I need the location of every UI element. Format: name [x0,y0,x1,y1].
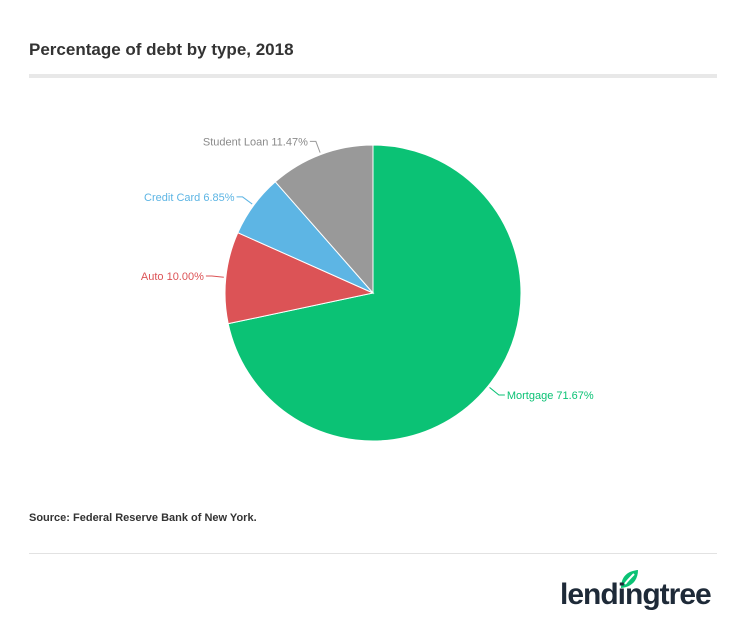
chart-title: Percentage of debt by type, 2018 [29,40,294,59]
leader-line [205,275,224,278]
data-label: Mortgage 71.67% [507,390,594,402]
lendingtree-logo: lendingtree [560,568,720,618]
slice-auto [224,232,375,325]
title-divider [29,74,717,78]
data-label: Auto 10.00% [141,271,204,283]
leader-line [236,196,253,205]
data-label: Student Loan 11.47% [203,136,308,148]
leaf-icon [621,570,638,588]
slice-mortgage [227,144,522,442]
leader-line [489,387,505,396]
slice-student-loan [274,144,374,295]
leader-line [309,140,321,153]
data-label: Credit Card 6.85% [144,192,235,204]
source-note: Source: Federal Reserve Bank of New York… [29,512,257,524]
footer-divider [29,553,717,554]
